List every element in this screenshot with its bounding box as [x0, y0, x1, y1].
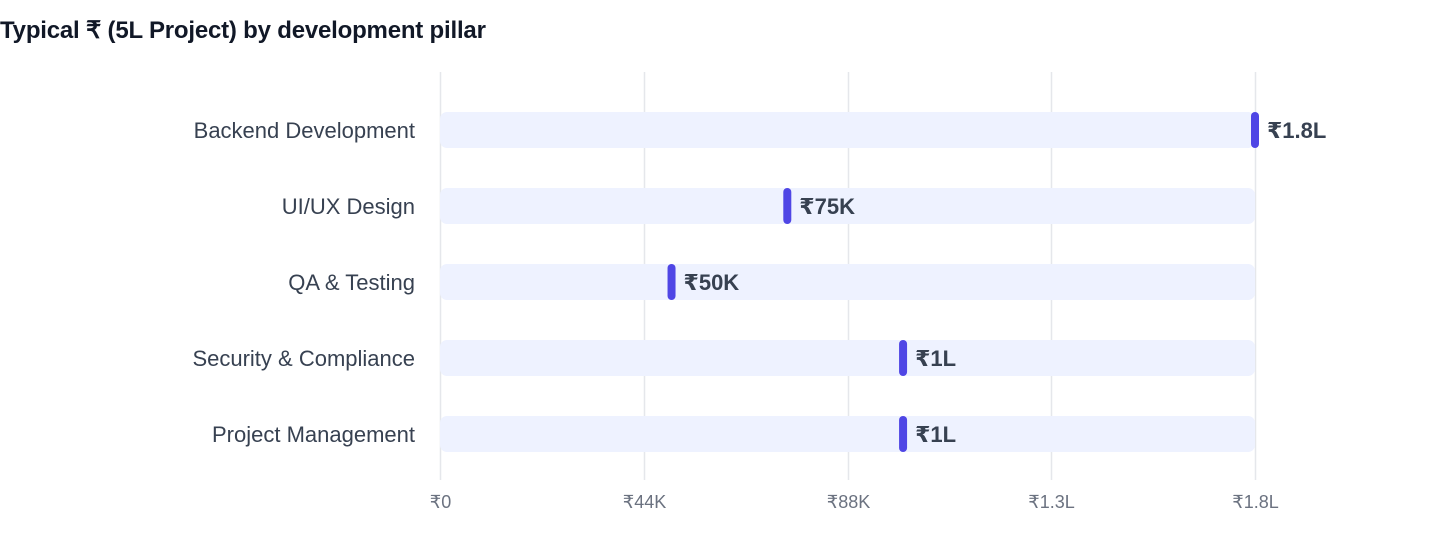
bar-track-0: [440, 112, 1255, 148]
value-label-1: ₹75K: [799, 194, 855, 219]
x-tick-label-3: ₹1.3L: [1028, 492, 1075, 512]
category-label-2: QA & Testing: [288, 270, 415, 295]
category-label-1: UI/UX Design: [282, 194, 415, 219]
value-label-3: ₹1L: [915, 346, 956, 371]
bar-track-1: [440, 188, 1255, 224]
x-tick-label-2: ₹88K: [827, 492, 870, 512]
value-markers: [667, 112, 1259, 452]
value-label-4: ₹1L: [915, 422, 956, 447]
value-marker-2: [667, 264, 676, 300]
value-marker-3: [899, 340, 908, 376]
x-tick-label-1: ₹44K: [623, 492, 666, 512]
x-axis-ticks: ₹0 ₹44K ₹88K ₹1.3L ₹1.8L: [430, 470, 1279, 512]
bar-track-3: [440, 340, 1255, 376]
category-label-4: Project Management: [212, 422, 415, 447]
value-marker-0: [1251, 112, 1259, 148]
x-tick-label-4: ₹1.8L: [1232, 492, 1279, 512]
category-label-3: Security & Compliance: [192, 346, 415, 371]
value-label-0: ₹1.8L: [1267, 118, 1326, 143]
category-labels: Backend Development UI/UX Design QA & Test…: [192, 118, 415, 447]
bar-tracks: [440, 112, 1255, 452]
value-labels: ₹1.8L ₹75K ₹50K ₹1L ₹1L: [684, 118, 1327, 447]
bar-track-2: [440, 264, 1255, 300]
value-label-2: ₹50K: [684, 270, 740, 295]
value-marker-4: [899, 416, 908, 452]
category-label-0: Backend Development: [194, 118, 415, 143]
x-tick-label-0: ₹0: [430, 492, 451, 512]
chart-title: Typical ₹ (5L Project) by development pi…: [0, 17, 486, 44]
value-marker-1: [783, 188, 792, 224]
bar-track-4: [440, 416, 1255, 452]
